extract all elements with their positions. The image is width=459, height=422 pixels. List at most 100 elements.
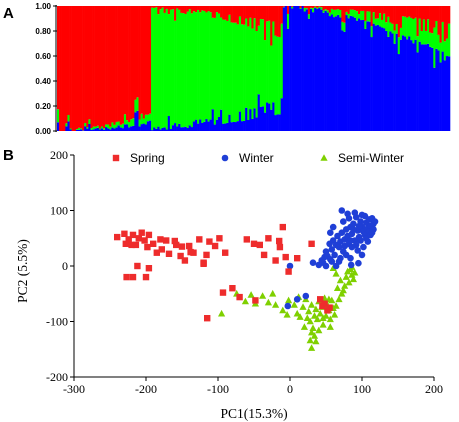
structure-bar-segment: [151, 130, 154, 131]
structure-bar-segment: [92, 6, 95, 127]
structure-bar-segment: [151, 7, 154, 131]
data-point: [310, 332, 319, 339]
data-point: [345, 278, 353, 286]
data-point: [294, 255, 301, 262]
structure-bar-segment: [138, 6, 141, 120]
structure-bar-segment: [61, 6, 64, 131]
structure-bar-segment: [368, 21, 371, 131]
structure-bar-segment: [303, 6, 307, 8]
structure-bar-segment: [186, 11, 189, 128]
series-semi-winter: [218, 263, 359, 351]
data-point: [313, 315, 321, 323]
data-point: [259, 292, 267, 299]
structure-bar-segment: [90, 129, 93, 131]
structure-bar-segment: [422, 6, 426, 20]
data-point: [276, 243, 284, 251]
structure-bar-segment: [67, 114, 70, 122]
data-point: [256, 241, 263, 249]
structure-bar-segment: [197, 9, 200, 124]
structure-bar-segment: [249, 109, 252, 131]
structure-bar-segment: [125, 124, 129, 131]
structure-bar-segment: [77, 129, 81, 131]
structure-bars: [57, 6, 451, 132]
structure-bar-segment: [391, 33, 394, 132]
structure-bar-segment: [272, 21, 275, 103]
structure-bar-segment: [312, 12, 315, 132]
data-point: [135, 235, 142, 242]
structure-bar-segment: [153, 6, 156, 8]
data-point: [317, 296, 324, 303]
structure-bar-segment: [117, 125, 121, 131]
structure-bar-segment: [420, 31, 424, 45]
structure-bar-segment: [280, 6, 284, 24]
data-point: [342, 273, 350, 280]
data-point: [358, 251, 366, 259]
structure-bar-segment: [320, 7, 323, 10]
structure-bar-segment: [278, 6, 281, 37]
structure-bar-segment: [370, 37, 373, 131]
structure-bar-segment: [404, 16, 407, 37]
structure-bar-segment: [57, 122, 60, 131]
data-point: [285, 296, 293, 304]
data-point: [350, 226, 357, 233]
structure-bar-segment: [278, 114, 281, 131]
panel-a-y-tick-label: 0.60: [35, 52, 51, 61]
y-tick-label: 0: [62, 259, 68, 273]
structure-bar-segment: [111, 122, 114, 128]
data-point: [331, 311, 339, 318]
structure-bar-segment: [427, 43, 430, 131]
structure-bar-segment: [174, 123, 177, 131]
structure-bar-segment: [362, 6, 365, 11]
structure-bar-segment: [276, 36, 279, 115]
structure-bar-segment: [57, 109, 60, 123]
data-point: [347, 237, 354, 244]
data-point: [357, 237, 364, 244]
structure-bar-segment: [115, 127, 118, 131]
data-point: [252, 297, 259, 304]
structure-bar-segment: [324, 10, 327, 131]
structure-bar-segment: [272, 102, 275, 131]
legend-marker: [320, 154, 328, 161]
structure-bar-segment: [420, 44, 424, 131]
structure-bar-segment: [130, 119, 133, 127]
structure-bar-segment: [224, 6, 227, 20]
structure-bar-segment: [437, 50, 440, 131]
structure-bar-segment: [278, 36, 281, 115]
x-tick-label: -100: [207, 382, 229, 396]
structure-bar-segment: [349, 6, 353, 10]
data-point: [286, 262, 294, 270]
structure-bar-segment: [324, 6, 327, 10]
data-point: [308, 240, 315, 247]
structure-bar-segment: [136, 6, 139, 98]
structure-bar-segment: [94, 126, 98, 129]
structure-bar-segment: [335, 6, 338, 10]
structure-bar-segment: [381, 27, 384, 131]
data-point: [347, 254, 354, 262]
structure-bar-segment: [201, 6, 204, 11]
structure-bar-segment: [207, 11, 210, 122]
data-point: [303, 314, 311, 321]
structure-bar-segment: [320, 9, 323, 132]
structure-bar-segment: [330, 8, 334, 15]
structure-bar-segment: [107, 128, 110, 131]
data-point: [355, 259, 362, 267]
y-axis-title: PC2 (5.5%): [15, 239, 30, 303]
structure-bar-segment: [178, 9, 181, 124]
structure-bar-segment: [251, 118, 254, 131]
structure-bar-segment: [447, 56, 451, 132]
structure-bar-segment: [280, 23, 284, 99]
structure-bar-segment: [395, 6, 399, 24]
structure-bar-segment: [443, 41, 447, 61]
data-point: [132, 241, 140, 249]
structure-bar-segment: [178, 123, 181, 131]
structure-bar-segment: [339, 6, 342, 10]
structure-bar-segment: [391, 23, 394, 34]
structure-bar-segment: [391, 6, 394, 24]
structure-bar-segment: [366, 6, 369, 12]
data-point: [328, 246, 336, 253]
structure-bar-segment: [123, 114, 127, 125]
structure-bar-segment: [353, 17, 357, 132]
data-point: [129, 231, 137, 239]
structure-bar-segment: [146, 121, 150, 131]
structure-bar-segment: [286, 6, 290, 14]
